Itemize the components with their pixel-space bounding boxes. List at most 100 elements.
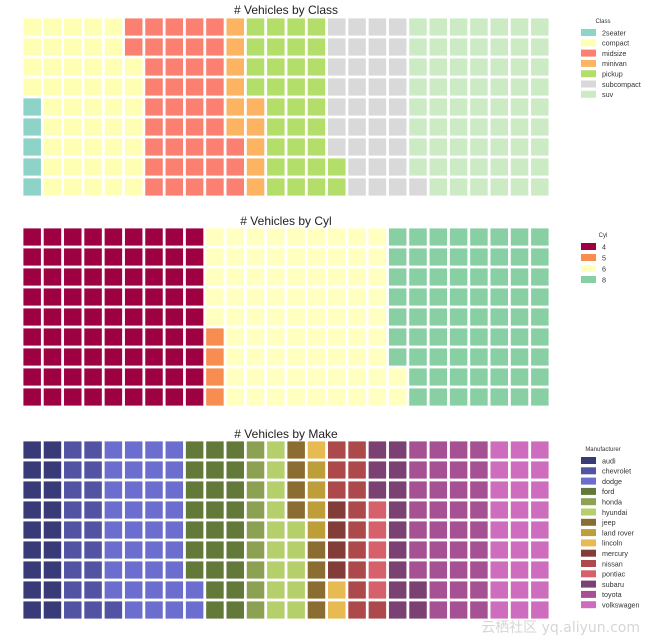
waffle-cell-6 — [348, 388, 366, 406]
waffle-cell-suv — [490, 58, 508, 76]
waffle-cell-8 — [531, 228, 549, 246]
waffle-cell-midsize — [145, 38, 163, 56]
waffle-cell-4 — [145, 308, 163, 326]
waffle-cell-dodge — [165, 561, 184, 579]
waffle-cell-midsize — [206, 178, 224, 196]
waffle-cell-8 — [409, 308, 427, 326]
waffle-cell-pickup — [307, 138, 326, 156]
legend-swatch — [581, 276, 596, 283]
waffle-cell-audi — [43, 541, 62, 559]
waffle-cell-midsize — [185, 178, 204, 196]
waffle-cell-volkswagen — [490, 541, 508, 559]
waffle-cell-6 — [287, 348, 305, 366]
waffle-cell-pickup — [307, 98, 326, 116]
waffle-cell-dodge — [145, 501, 163, 519]
legend-label: land rover — [602, 528, 635, 537]
waffle-cell-subaru — [388, 481, 407, 499]
waffle-cell-ford — [226, 481, 244, 499]
legend-label: hyundai — [602, 508, 628, 517]
waffle-cell-chevrolet — [64, 561, 82, 579]
waffle-cell-hyundai — [287, 601, 305, 619]
waffle-cell-pickup — [287, 18, 305, 36]
waffle-cell-minivan — [226, 78, 244, 96]
waffle-cell-8 — [490, 368, 508, 386]
waffle-cell-4 — [185, 228, 204, 246]
waffle-cell-4 — [64, 328, 82, 346]
chart-title: # Vehicles by Cyl — [240, 214, 331, 228]
waffle-cell-subcompact — [388, 158, 407, 176]
legend-swatch — [581, 529, 596, 537]
waffle-cell-ford — [206, 541, 224, 559]
waffle-cell-subcompact — [348, 18, 366, 36]
waffle-cell-dodge — [145, 581, 163, 599]
waffle-cell-compact — [64, 78, 82, 96]
waffle-cell-toyota — [409, 501, 427, 519]
waffle-cell-ford — [206, 441, 224, 459]
waffle-cell-6 — [287, 228, 305, 246]
legend-label: suv — [602, 90, 614, 99]
waffle-cell-6 — [226, 348, 244, 366]
waffle-cell-6 — [267, 388, 285, 406]
waffle-cell-audi — [43, 441, 62, 459]
waffle-cell-subcompact — [348, 98, 366, 116]
waffle-cell-suv — [409, 38, 427, 56]
waffle-cell-ford — [185, 561, 204, 579]
waffle-cell-8 — [409, 288, 427, 306]
waffle-cell-minivan — [246, 138, 265, 156]
waffle-cell-toyota — [449, 461, 468, 479]
waffle-cell-volkswagen — [510, 541, 529, 559]
legend-label: nissan — [602, 559, 623, 568]
waffle-cell-nissan — [368, 601, 387, 619]
waffle-cell-toyota — [449, 561, 468, 579]
legend-label: audi — [602, 456, 616, 465]
waffle-cell-6 — [267, 268, 285, 286]
waffle-cell-8 — [388, 328, 407, 346]
waffle-cell-jeep — [287, 461, 305, 479]
waffle-cell-suv — [510, 178, 529, 196]
waffle-cell-suv — [510, 138, 529, 156]
waffle-cell-suv — [429, 78, 448, 96]
waffle-cell-8 — [470, 388, 488, 406]
waffle-cell-4 — [145, 328, 163, 346]
waffle-cell-8 — [388, 308, 407, 326]
waffle-cell-ford — [226, 461, 244, 479]
legend-swatch — [581, 80, 596, 88]
waffle-cell-6 — [348, 348, 366, 366]
waffle-cell-compact — [43, 138, 62, 156]
waffle-cell-pontiac — [368, 521, 387, 539]
waffle-cell-chevrolet — [64, 601, 82, 619]
waffle-cell-8 — [510, 268, 529, 286]
waffle-cell-dodge — [124, 561, 143, 579]
waffle-cell-midsize — [185, 98, 204, 116]
waffle-cell-hyundai — [267, 581, 285, 599]
waffle-cell-2seater — [23, 138, 41, 156]
waffle-cell-4 — [124, 228, 143, 246]
waffle-cell-suv — [449, 78, 468, 96]
waffle-cell-6 — [246, 348, 265, 366]
waffle-cell-compact — [84, 178, 102, 196]
waffle-cell-8 — [449, 328, 468, 346]
waffle-cell-nissan — [348, 521, 366, 539]
waffle-cell-toyota — [470, 441, 488, 459]
waffle-cell-8 — [409, 388, 427, 406]
waffle-cell-8 — [470, 228, 488, 246]
waffle-cell-toyota — [470, 601, 488, 619]
waffle-cell-6 — [328, 388, 346, 406]
waffle-cell-4 — [124, 288, 143, 306]
waffle-cell-4 — [104, 288, 123, 306]
waffle-cell-compact — [43, 98, 62, 116]
waffle-cell-6 — [328, 228, 346, 246]
waffle-cell-8 — [449, 228, 468, 246]
waffle-cell-subaru — [368, 461, 387, 479]
waffle-cell-pickup — [307, 118, 326, 136]
waffle-cell-dodge — [145, 441, 163, 459]
legend-label: honda — [602, 498, 622, 507]
waffle-cell-8 — [449, 388, 468, 406]
legend-swatch — [581, 518, 596, 526]
waffle-cell-toyota — [449, 581, 468, 599]
waffle-cell-4 — [145, 228, 163, 246]
waffle-cell-ford — [206, 481, 224, 499]
legend-swatch — [581, 590, 596, 598]
waffle-cell-pickup — [267, 18, 285, 36]
waffle-cell-8 — [490, 228, 508, 246]
